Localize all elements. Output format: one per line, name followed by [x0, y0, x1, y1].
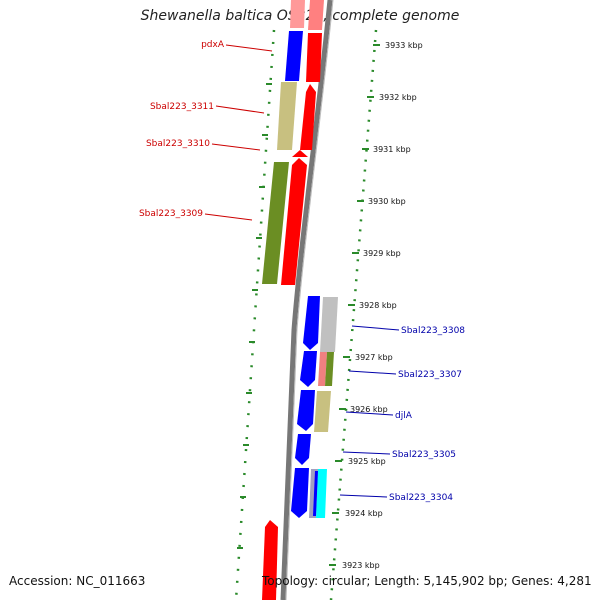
reverse-cds-features [291, 296, 320, 518]
kbp-label: 3927 kbp [355, 353, 393, 362]
cds-feature [285, 31, 303, 81]
cds-feature [295, 434, 311, 465]
cds-feature [314, 391, 331, 432]
kbp-label: 3924 kbp [345, 509, 383, 518]
cds-feature [313, 471, 318, 516]
cds-feature [281, 158, 307, 285]
scale-track-left [234, 29, 276, 600]
gene-label: pdxA [201, 40, 225, 50]
cds-feature [291, 468, 309, 518]
kbp-label: 3929 kbp [363, 249, 401, 258]
gene-label: Sbal223_3310 [146, 139, 210, 149]
cds-feature [277, 82, 297, 150]
cds-feature [306, 33, 322, 82]
kbp-label: 3932 kbp [379, 93, 417, 102]
forward-cds-features [262, 0, 324, 600]
gene-label: Sbal223_3304 [389, 493, 453, 503]
kbp-label: 3933 kbp [385, 41, 423, 50]
forward-side-features [262, 0, 305, 284]
gene-label: Sbal223_3307 [398, 370, 462, 380]
cds-feature [316, 469, 327, 518]
reverse-gene-labels: Sbal223_3308 Sbal223_3307 djlA Sbal223_3… [339, 325, 465, 503]
cds-feature [262, 520, 278, 600]
cds-feature [297, 390, 315, 431]
accession-label: Accession: NC_011663 [9, 574, 146, 588]
kbp-label: 3926 kbp [350, 405, 388, 414]
left-track-dashes [237, 83, 272, 549]
kbp-label: 3930 kbp [368, 197, 406, 206]
reverse-side-features [309, 297, 338, 518]
backbone [280, 0, 334, 600]
cds-feature [308, 0, 324, 30]
forward-gene-labels: pdxA Sbal223_3311 Sbal223_3310 Sbal223_3… [139, 40, 273, 221]
cds-feature [318, 352, 327, 386]
gene-label: Sbal223_3309 [139, 209, 203, 219]
kbp-label: 3928 kbp [359, 301, 397, 310]
cds-feature [300, 84, 316, 150]
kbp-tick-labels: 3933 kbp 3932 kbp 3931 kbp 3930 kbp 3929… [329, 41, 423, 570]
kbp-label: 3931 kbp [373, 145, 411, 154]
cds-feature [300, 351, 317, 387]
gene-label: Sbal223_3305 [392, 450, 456, 460]
gene-label: Sbal223_3311 [150, 102, 214, 112]
kbp-label: 3925 kbp [348, 457, 386, 466]
genome-summary: Topology: circular; Length: 5,145,902 bp… [262, 574, 592, 588]
cds-feature [290, 0, 305, 28]
gene-label: Sbal223_3308 [401, 326, 465, 336]
cds-feature [262, 162, 289, 284]
cds-feature [303, 296, 320, 350]
gene-label: djlA [395, 411, 413, 421]
cds-feature [292, 150, 308, 157]
cds-feature [320, 297, 338, 352]
kbp-label: 3923 kbp [342, 561, 380, 570]
cds-feature [325, 352, 334, 386]
